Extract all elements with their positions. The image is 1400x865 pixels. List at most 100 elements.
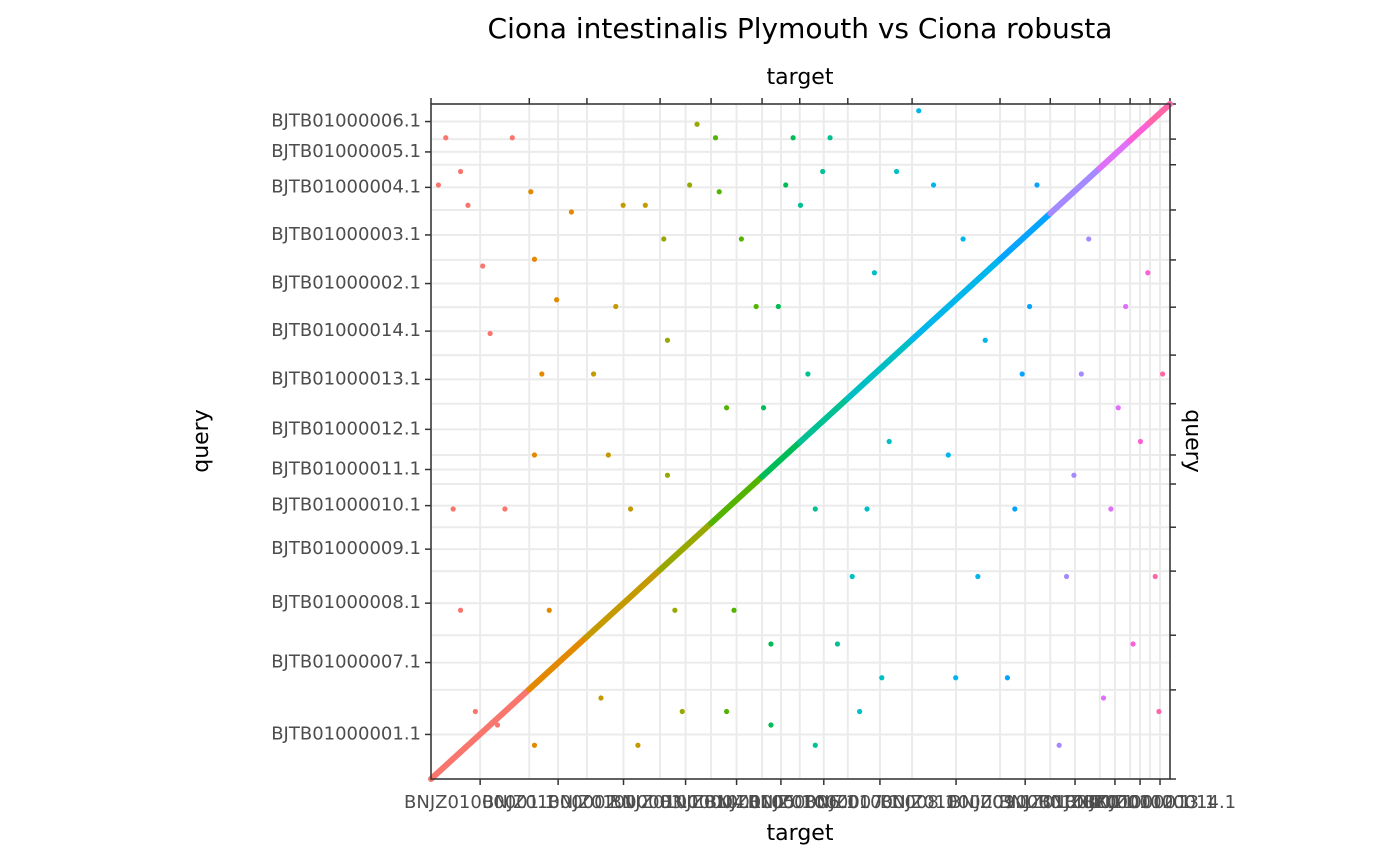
alignment-point <box>1063 573 1070 580</box>
y-tick-label: BJTB01000014.1 <box>271 320 421 341</box>
alignment-point <box>679 708 685 715</box>
x-tick-label: BNJZ01000008.1 <box>804 792 956 813</box>
alignment-diagonal <box>1096 137 1134 172</box>
alignment-point <box>1145 270 1151 276</box>
alignment-point <box>613 303 619 310</box>
alignment-point <box>1086 236 1092 242</box>
alignment-point <box>731 607 737 613</box>
alignment-diagonal <box>583 566 664 640</box>
y-tick-label: BJTB01000006.1 <box>271 111 421 132</box>
alignment-diagonal <box>997 210 1054 263</box>
alignment-point <box>1026 303 1033 310</box>
x-axis-label: target <box>767 821 834 846</box>
alignment-point <box>1019 371 1025 377</box>
alignment-point <box>627 506 634 512</box>
alignment-point <box>620 202 626 208</box>
alignment-point <box>443 135 449 141</box>
alignment-point <box>753 303 759 310</box>
y-tick-label: BJTB01000008.1 <box>271 592 421 613</box>
alignment-diagonal <box>526 633 590 693</box>
alignment-point <box>1034 182 1040 188</box>
alignment-point <box>465 202 471 208</box>
alignment-point <box>849 573 855 580</box>
x-tick-label: BNJZ01000005.1 <box>660 792 812 813</box>
y-tick-label: BJTB01000012.1 <box>271 418 421 439</box>
alignment-point <box>546 607 552 613</box>
x-tick-label: BNJZ01000014.1 <box>1084 792 1236 813</box>
alignment-point <box>812 742 818 748</box>
alignment-point <box>886 438 892 445</box>
alignment-point <box>528 189 534 195</box>
alignment-point <box>539 371 545 377</box>
alignment-point <box>1071 472 1077 478</box>
alignment-point <box>480 263 486 269</box>
alignment-point <box>494 722 501 728</box>
alignment-point <box>790 135 796 141</box>
x-tick-label: BNJZ01000012.1 <box>1039 792 1191 813</box>
alignment-point <box>871 270 878 276</box>
alignment-point <box>827 135 833 141</box>
alignment-point <box>820 168 826 175</box>
alignment-diagonal <box>759 439 803 480</box>
alignment-point <box>982 337 988 343</box>
alignment-point <box>635 742 641 748</box>
x-tick-label: BNJZ01000011.1 <box>999 792 1151 813</box>
alignment-point <box>953 675 959 681</box>
alignment-point <box>975 573 981 580</box>
alignment-point <box>605 452 611 458</box>
alignment-diagonal <box>428 686 533 782</box>
alignment-point <box>642 202 648 208</box>
alignment-point <box>1108 506 1114 512</box>
alignment-point <box>893 168 900 175</box>
alignment-point <box>1152 573 1158 580</box>
x-tick-label: BNJZ01000004.1 <box>609 792 761 813</box>
alignment-point <box>857 708 863 715</box>
alignment-point <box>930 182 937 188</box>
alignment-point <box>775 303 781 310</box>
alignment-point <box>687 182 693 188</box>
alignment-diagonal <box>1147 101 1173 126</box>
alignment-point <box>1115 405 1121 411</box>
plot-border <box>430 103 1171 780</box>
x-tick-label: BNJZ01000006.1 <box>705 792 857 813</box>
y-tick-label: BJTB01000004.1 <box>271 176 421 197</box>
alignment-point <box>457 168 464 175</box>
x-tick-label: BNJZ01000010.1 <box>949 792 1101 813</box>
alignment-point <box>738 236 744 242</box>
alignment-diagonal <box>1047 165 1103 217</box>
y-tick-label: BJTB01000002.1 <box>271 273 421 294</box>
alignment-point <box>1078 371 1084 377</box>
alignment-diagonal <box>657 520 715 573</box>
alignment-point <box>1004 675 1011 681</box>
x2-axis-label: target <box>767 65 834 90</box>
y-tick-label: BJTB01000007.1 <box>271 652 421 673</box>
alignment-point <box>531 452 538 458</box>
x-tick-label: BNJZ01000009.1 <box>880 792 1032 813</box>
alignment-diagonal <box>1127 119 1154 144</box>
alignment-point <box>661 236 667 242</box>
alignment-point <box>760 405 767 411</box>
alignment-point <box>812 506 818 512</box>
alignment-point <box>509 135 515 141</box>
x-tick-label: BNJZ01000001.1 <box>404 792 556 813</box>
alignment-point <box>1156 708 1162 715</box>
alignment-point <box>724 405 730 411</box>
y-tick-label: BJTB01000005.1 <box>271 141 421 162</box>
x-tick-label: BNJZ01000002.1 <box>482 792 634 813</box>
alignment-point <box>1012 506 1018 512</box>
alignment-point <box>664 472 671 478</box>
alignment-point <box>694 121 700 127</box>
alignment-point <box>1100 695 1107 701</box>
y-tick-label: BJTB01000003.1 <box>271 224 421 245</box>
x-tick-label: BNJZ01000003.1 <box>547 792 699 813</box>
alignment-point <box>805 371 811 377</box>
x-tick-label: BNJZ01000013.1 <box>1064 792 1216 813</box>
alignment-point <box>1056 742 1062 748</box>
alignment-diagonal <box>909 256 1004 343</box>
x-tick-label: BNJZ01000007.1 <box>748 792 900 813</box>
alignment-point <box>783 182 789 188</box>
alignment-diagonal <box>844 336 916 402</box>
alignment-point <box>1123 303 1129 310</box>
alignment-point <box>590 371 597 377</box>
